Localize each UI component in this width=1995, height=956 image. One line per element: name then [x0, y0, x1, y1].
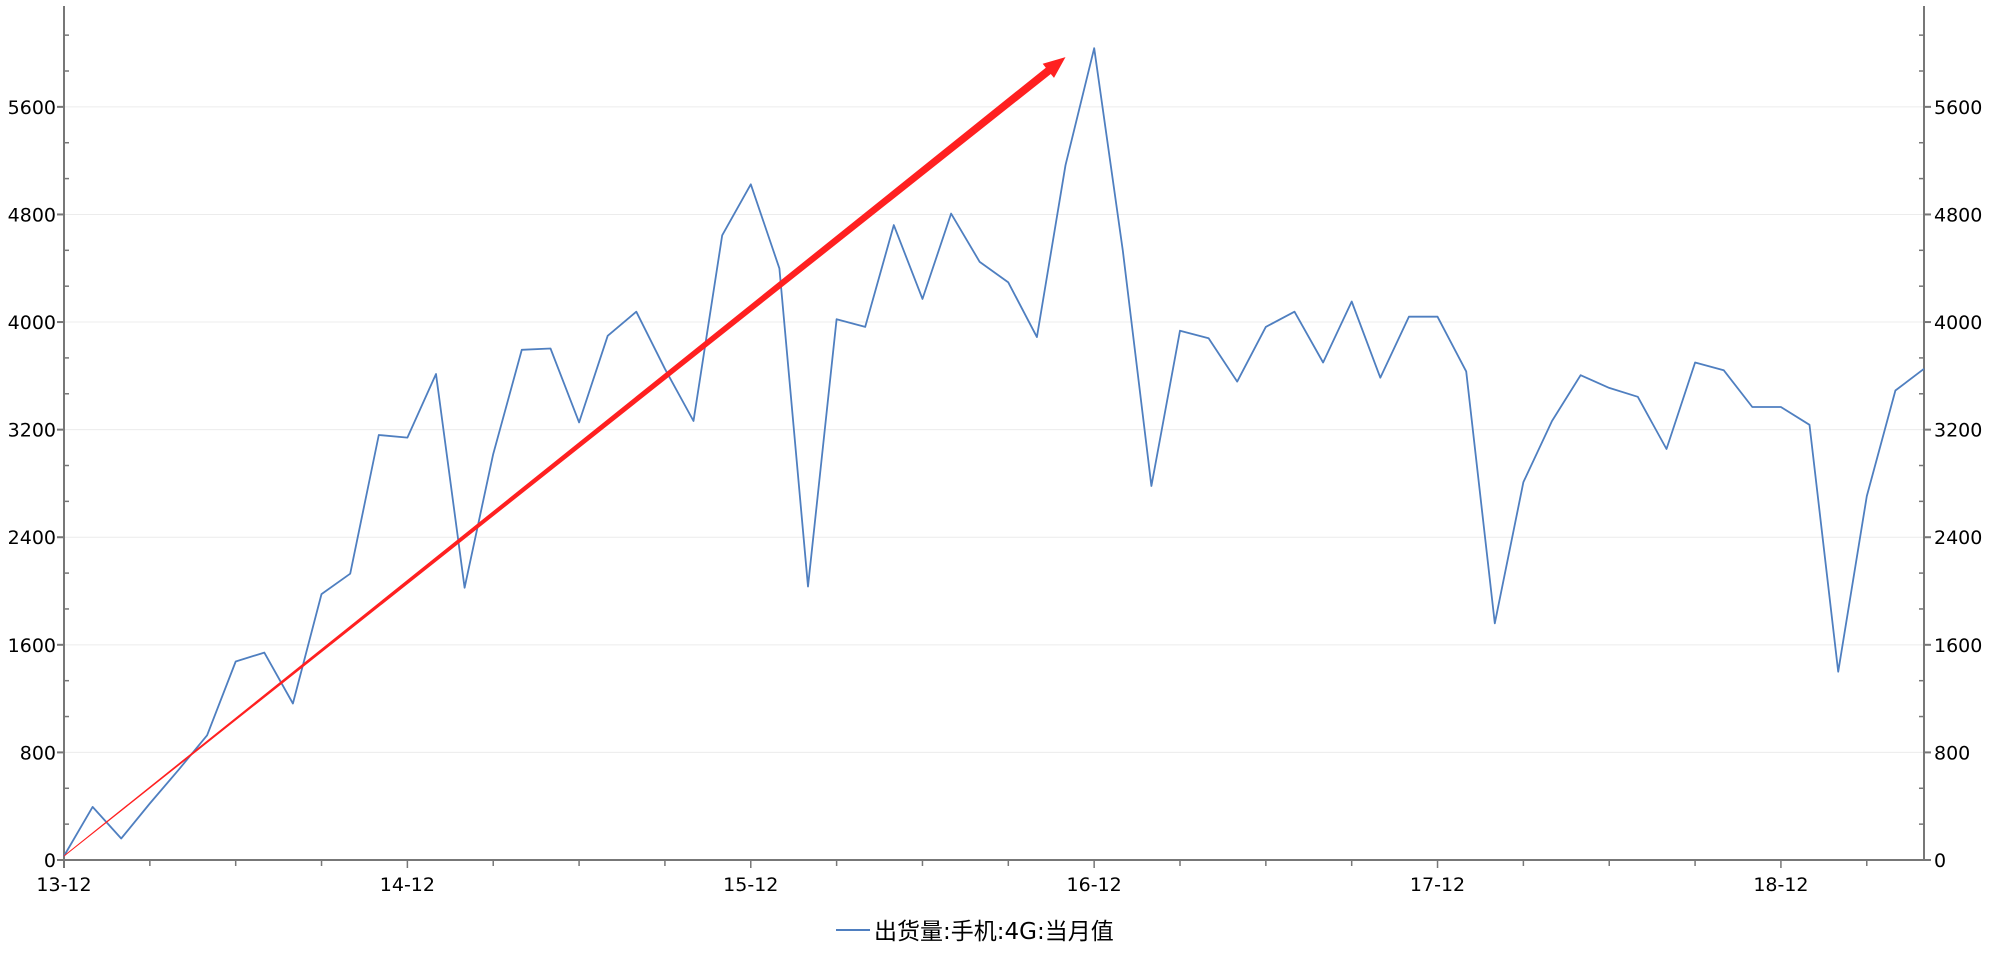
series-group	[64, 48, 1924, 856]
y-tick-label-right: 2400	[1934, 527, 1982, 549]
x-tick-label: 13-12	[36, 874, 91, 896]
y-tick-label-left: 4800	[8, 204, 56, 226]
y-tick-label-left: 3200	[8, 420, 56, 442]
y-tick-label-right: 0	[1934, 850, 1946, 872]
y-tick-label-right: 4000	[1934, 312, 1982, 334]
legend[interactable]: 出货量:手机:4G:当月值	[836, 919, 1114, 945]
y-tick-label-left: 5600	[8, 97, 56, 119]
y-tick-label-right: 4800	[1934, 204, 1982, 226]
legend-label: 出货量:手机:4G:当月值	[874, 919, 1114, 945]
x-tick-label: 16-12	[1067, 874, 1122, 896]
series-line	[64, 48, 1924, 856]
tick-labels: 0 0 800 800 1600 1600 2400 2400 3200 3200 4000 4000…	[8, 97, 1983, 896]
annotation-arrow	[64, 57, 1066, 856]
y-tick-label-left: 2400	[8, 527, 56, 549]
y-tick-label-left: 4000	[8, 312, 56, 334]
red-arrow	[64, 57, 1066, 856]
x-tick-label: 15-12	[723, 874, 778, 896]
gridlines	[64, 107, 1924, 753]
x-tick-label: 17-12	[1410, 874, 1465, 896]
y-tick-label-left: 0	[44, 850, 56, 872]
y-tick-label-left: 1600	[8, 635, 56, 657]
y-tick-label-right: 3200	[1934, 420, 1982, 442]
y-tick-label-right: 800	[1934, 742, 1970, 764]
y-tick-label-right: 1600	[1934, 635, 1982, 657]
y-tick-label-left: 800	[20, 742, 56, 764]
axes	[57, 6, 1931, 868]
y-tick-label-right: 5600	[1934, 97, 1982, 119]
x-tick-label: 18-12	[1753, 874, 1808, 896]
x-tick-label: 14-12	[380, 874, 435, 896]
